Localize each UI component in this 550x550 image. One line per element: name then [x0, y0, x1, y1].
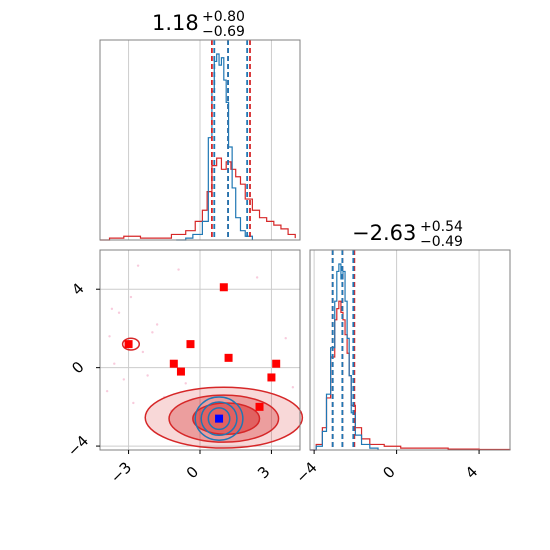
- joint-sample-dot: [136, 264, 140, 267]
- param2-xtick-label: 4: [462, 463, 481, 482]
- joint-sample-dot: [105, 389, 109, 393]
- joint-sample-dot: [284, 337, 287, 340]
- joint-xtick-label: −3: [107, 458, 135, 486]
- param2-blue-histogram: [310, 263, 379, 451]
- joint-sample-dot: [146, 374, 149, 377]
- joint-sample-dot: [255, 276, 259, 279]
- joint-sample-dot: [122, 378, 126, 381]
- param1-title-value: 1.18: [152, 11, 199, 35]
- param1-title-minus: −0.69: [202, 24, 245, 40]
- joint-xtick-label: 0: [183, 463, 202, 482]
- joint-sample-dot: [132, 401, 135, 405]
- joint-red-marker: [169, 359, 178, 368]
- param2-title-value: −2.63: [352, 221, 416, 245]
- joint-blue-contour: [207, 407, 231, 431]
- joint-red-contour: [192, 402, 261, 436]
- joint-sample-dot: [113, 362, 116, 365]
- param2-xtick-label: −4: [292, 458, 320, 486]
- joint-blue-contour: [194, 396, 244, 441]
- joint-red-marker: [176, 367, 185, 376]
- param1-title-plus: +0.80: [202, 9, 245, 25]
- joint-red-marker: [186, 340, 195, 349]
- joint-sample-dot: [117, 311, 121, 314]
- param2-title: −2.63 +0.54 −0.49: [352, 219, 463, 250]
- joint-blue-contour: [200, 401, 238, 437]
- joint-red-marker: [224, 353, 233, 362]
- param2-histogram-panel: −4 0 4: [292, 249, 511, 487]
- joint-ytick-label: 0: [68, 358, 87, 377]
- param1-title: 1.18 +0.80 −0.69: [152, 9, 245, 40]
- param2-title-plus: +0.54: [420, 219, 463, 235]
- param1-blue-histogram: [176, 53, 253, 241]
- joint-red-marker: [219, 283, 228, 292]
- joint-red-marker: [255, 402, 264, 411]
- joint-sample-dot: [151, 331, 154, 334]
- joint-sample-dot: [110, 307, 114, 311]
- param1-frame: [99, 39, 301, 241]
- param2-frame: [309, 249, 511, 451]
- param1-histogram-panel: [99, 39, 301, 241]
- joint-panel: −3 0 3 −4 0 4: [64, 249, 304, 487]
- joint-red-marker: [272, 359, 281, 368]
- joint-sample-dot: [177, 268, 180, 271]
- joint-ytick-label: −4: [64, 432, 92, 460]
- joint-blue-marker: [215, 414, 224, 423]
- joint-ytick-label: 4: [68, 279, 87, 298]
- joint-red-marker: [267, 373, 276, 382]
- joint-red-contour-small: [121, 337, 141, 351]
- joint-sample-dot: [155, 323, 159, 326]
- param2-red-histogram: [310, 300, 511, 451]
- param2-title-minus: −0.49: [420, 234, 463, 250]
- joint-sample-dot: [184, 382, 187, 385]
- joint-red-marker: [124, 340, 133, 349]
- joint-sample-dot: [129, 295, 133, 299]
- joint-sample-dot: [291, 386, 295, 389]
- param1-red-histogram: [100, 157, 296, 241]
- joint-sample-dot: [108, 335, 111, 338]
- joint-sample-dot: [141, 350, 145, 354]
- param2-xtick-label: 0: [379, 463, 398, 482]
- joint-xtick-label: 3: [254, 463, 273, 482]
